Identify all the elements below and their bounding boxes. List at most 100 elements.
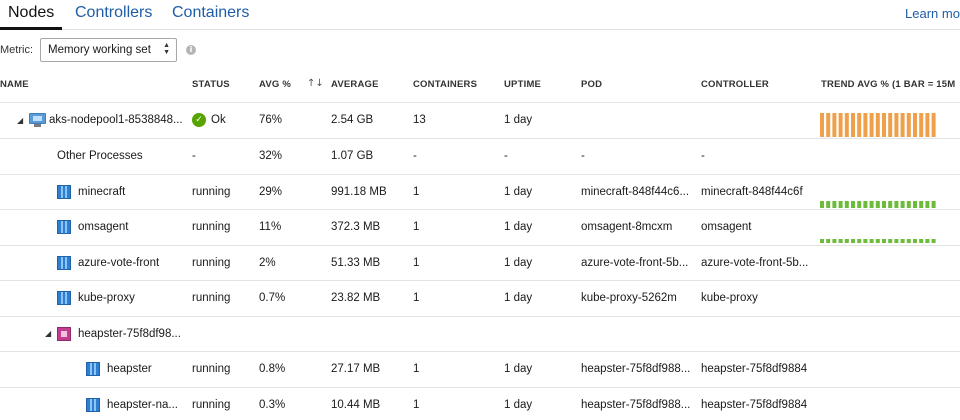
row-avg: 2% <box>259 257 276 269</box>
row-containers: 1 <box>413 221 420 233</box>
row-pod: heapster-75f8df988... <box>581 399 691 411</box>
row-uptime: - <box>504 150 508 162</box>
row-pod: omsagent-8mcxm <box>581 221 673 233</box>
row-containers: 1 <box>413 186 420 198</box>
learn-more-link[interactable]: Learn more <box>905 6 960 21</box>
table-row[interactable]: minecraft running 29% 991.18 MB 1 1 day … <box>0 174 960 209</box>
node-avg: 76% <box>259 114 283 126</box>
row-status: running <box>192 399 231 411</box>
row-uptime: 1 day <box>504 399 533 411</box>
row-controller: omsagent <box>701 221 752 233</box>
column-header-trend[interactable]: TREND AVG % (1 BAR = 15M <box>821 79 956 90</box>
row-average: 51.33 MB <box>331 257 381 269</box>
pod-icon <box>57 327 71 341</box>
row-pod: heapster-75f8df988... <box>581 363 691 375</box>
column-header-name[interactable]: NAME <box>0 79 29 90</box>
row-pod: minecraft-848f44c6... <box>581 186 690 198</box>
row-uptime: 1 day <box>504 221 533 233</box>
node-average: 2.54 GB <box>331 114 374 126</box>
collapse-caret-icon[interactable]: ◢ <box>45 329 52 338</box>
row-uptime: 1 day <box>504 363 533 375</box>
row-pod: - <box>581 150 585 162</box>
tab-containers[interactable]: Containers <box>172 4 250 21</box>
row-name: heapster-na... <box>107 399 178 411</box>
tab-nodes[interactable]: Nodes <box>8 4 55 21</box>
row-name: Other Processes <box>57 150 143 162</box>
node-name: aks-nodepool1-8538848... <box>49 114 183 126</box>
row-controller: - <box>701 150 705 162</box>
node-containers: 13 <box>413 114 426 126</box>
column-header-uptime[interactable]: UPTIME <box>504 79 542 90</box>
row-containers: 1 <box>413 363 420 375</box>
row-name: minecraft <box>78 186 126 198</box>
container-icon <box>57 291 71 305</box>
container-icon <box>57 220 71 234</box>
row-avg: 32% <box>259 150 283 162</box>
ok-check-icon: ✓ <box>192 113 206 127</box>
container-icon <box>86 398 100 412</box>
table-row[interactable]: kube-proxy running 0.7% 23.82 MB 1 1 day… <box>0 280 960 316</box>
row-average: 372.3 MB <box>331 221 381 233</box>
row-average: 23.82 MB <box>331 292 381 304</box>
container-icon <box>86 362 100 376</box>
row-avg: 29% <box>259 186 283 198</box>
sort-icon[interactable]: ↑↓ <box>307 78 324 89</box>
collapse-caret-icon[interactable]: ◢ <box>17 116 24 125</box>
table-row[interactable]: omsagent running 11% 372.3 MB 1 1 day om… <box>0 209 960 245</box>
row-avg: 0.3% <box>259 399 286 411</box>
row-containers: 1 <box>413 292 420 304</box>
row-status: running <box>192 292 231 304</box>
row-status: running <box>192 257 231 269</box>
active-tab-indicator <box>0 27 62 30</box>
table-row-node[interactable]: ◢ aks-nodepool1-8538848... ✓ Ok 76% 2.54… <box>0 102 960 138</box>
container-icon <box>57 256 71 270</box>
row-name: heapster <box>107 363 152 375</box>
row-name: azure-vote-front <box>78 257 160 269</box>
table-row[interactable]: Other Processes - 32% 1.07 GB - - - - <box>0 138 960 174</box>
row-controller: azure-vote-front-5b... <box>701 257 809 269</box>
node-server-icon <box>29 113 46 127</box>
row-status: running <box>192 363 231 375</box>
row-name: omsagent <box>78 221 129 233</box>
row-avg: 0.8% <box>259 363 286 375</box>
row-average: 991.18 MB <box>331 186 387 198</box>
table-row[interactable]: azure-vote-front running 2% 51.33 MB 1 1… <box>0 245 960 280</box>
table-row[interactable]: heapster running 0.8% 27.17 MB 1 1 day h… <box>0 351 960 387</box>
row-pod: kube-proxy-5262m <box>581 292 677 304</box>
row-controller: heapster-75f8df9884 <box>701 363 808 375</box>
row-status: - <box>192 150 196 162</box>
row-uptime: 1 day <box>504 186 533 198</box>
row-controller: kube-proxy <box>701 292 758 304</box>
row-average: 1.07 GB <box>331 150 374 162</box>
row-containers: - <box>413 150 417 162</box>
column-header-containers[interactable]: CONTAINERS <box>413 79 478 90</box>
column-header-controller[interactable]: CONTROLLER <box>701 79 769 90</box>
row-status: running <box>192 221 231 233</box>
table-row-pod-group[interactable]: ◢ heapster-75f8df98... <box>0 316 960 351</box>
metric-dropdown[interactable]: Memory working set ▲ ▼ <box>40 38 177 62</box>
column-header-average[interactable]: AVERAGE <box>331 79 379 90</box>
row-pod: azure-vote-front-5b... <box>581 257 689 269</box>
node-status: Ok <box>211 114 226 126</box>
metric-label: Metric: <box>0 44 33 56</box>
row-average: 10.44 MB <box>331 399 381 411</box>
row-controller: heapster-75f8df9884 <box>701 399 808 411</box>
row-avg: 0.7% <box>259 292 286 304</box>
row-average: 27.17 MB <box>331 363 381 375</box>
row-uptime: 1 day <box>504 257 533 269</box>
row-uptime: 1 day <box>504 292 533 304</box>
column-header-pod[interactable]: POD <box>581 79 603 90</box>
tab-controllers[interactable]: Controllers <box>75 4 153 21</box>
column-header-avg[interactable]: AVG % <box>259 79 291 90</box>
row-containers: 1 <box>413 399 420 411</box>
row-name: kube-proxy <box>78 292 135 304</box>
row-avg: 11% <box>259 221 282 233</box>
dropdown-arrows-icon: ▲ ▼ <box>163 42 170 56</box>
table-row[interactable]: heapster-na... running 0.3% 10.44 MB 1 1… <box>0 387 960 420</box>
row-controller: minecraft-848f44c6f <box>701 186 803 198</box>
info-icon[interactable]: i <box>186 45 196 55</box>
row-status: running <box>192 186 231 198</box>
node-uptime: 1 day <box>504 114 533 126</box>
column-header-status[interactable]: STATUS <box>192 79 230 90</box>
tab-bar: Nodes Controllers Containers Learn more <box>0 0 960 30</box>
